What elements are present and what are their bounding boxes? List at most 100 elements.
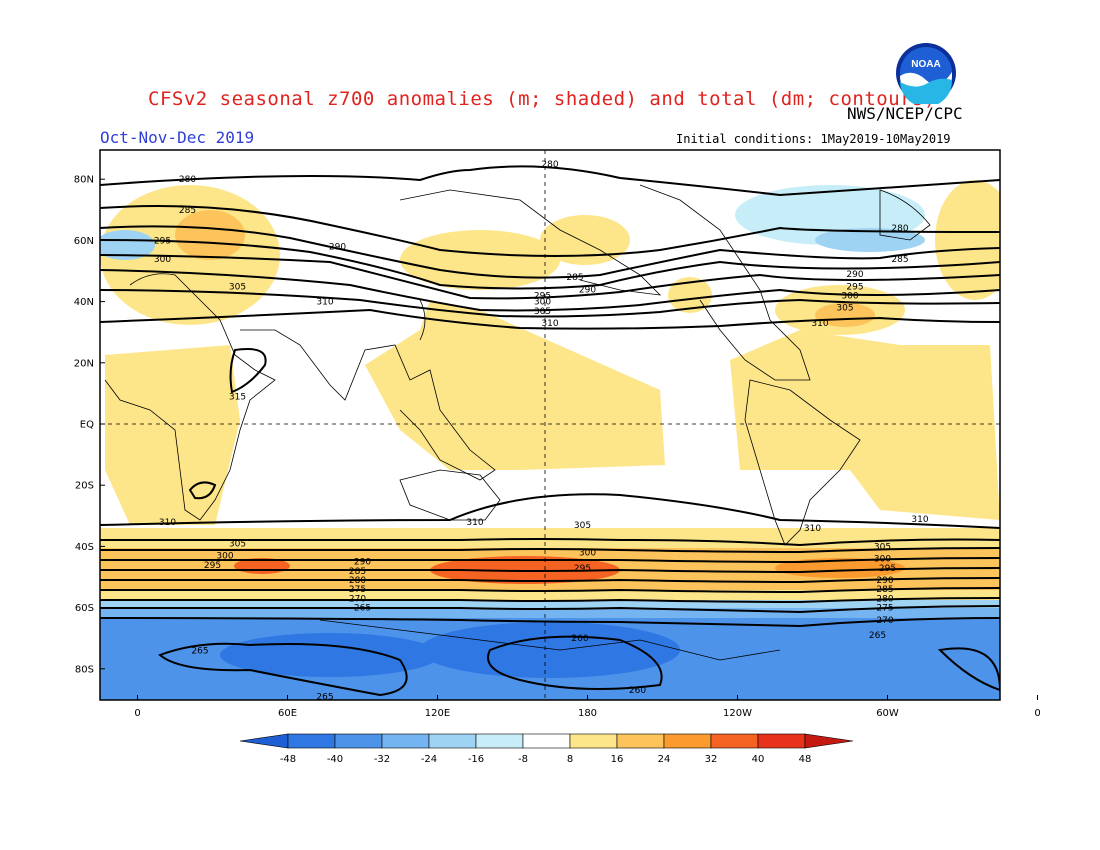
contour-label: 305 — [836, 304, 853, 314]
contour-label: 305 — [229, 282, 246, 292]
contour-label: 295 — [846, 282, 863, 292]
colorbar-tick-label: 48 — [799, 754, 812, 765]
lat-tick-label: 60N — [74, 236, 94, 247]
lat-tick-label: 40S — [75, 542, 94, 553]
contour-label: 300 — [534, 298, 551, 308]
season-label: Oct-Nov-Dec 2019 — [100, 128, 255, 147]
contour-label: 295 — [574, 564, 591, 574]
colorbar-swatch — [381, 733, 430, 749]
colorbar-swatch — [663, 733, 712, 749]
contour-label: 280 — [179, 175, 196, 185]
contour-label: 310 — [811, 319, 828, 329]
contour-label: 310 — [159, 518, 176, 528]
contour-label: 305 — [534, 307, 551, 317]
contour-label: 310 — [316, 298, 333, 308]
contour-label: 310 — [911, 515, 928, 525]
lon-tick-label: 60E — [278, 708, 297, 719]
noaa-logo: NOAA — [896, 43, 956, 104]
contour-label: 300 — [874, 555, 891, 565]
contour-label: 280 — [891, 224, 908, 234]
coastlines — [104, 184, 931, 661]
contour-label: 260 — [629, 686, 646, 696]
colorbar-low-arrow — [239, 733, 289, 749]
contour-label: 295 — [879, 564, 896, 574]
colorbar-tick-label: 16 — [611, 754, 624, 765]
lon-axis: 0 60E 120E 180 120W 60W 0 — [134, 695, 1041, 719]
contour-label: 290 — [579, 285, 596, 295]
colorbar-tick-label: -24 — [421, 754, 437, 765]
colorbar-swatch — [710, 733, 759, 749]
colorbar-tick-label: -40 — [327, 754, 343, 765]
contour-label: 300 — [841, 291, 858, 301]
contour-label: 285 — [179, 206, 196, 216]
contour-label: 310 — [466, 518, 483, 528]
colorbar-swatch — [757, 733, 806, 749]
lat-tick-label: 20N — [74, 358, 94, 369]
contour-label: 290 — [876, 576, 893, 586]
contour-label: 275 — [349, 585, 366, 595]
contour-label: 290 — [846, 270, 863, 280]
colorbar-tick-label: -8 — [518, 754, 528, 765]
contour-label: 285 — [349, 567, 366, 577]
colorbar: -48 -40 -32 -24 -16 -8 8 16 24 32 40 48 — [239, 733, 854, 765]
contour-label: 305 — [874, 542, 891, 552]
contour-label: 305 — [229, 539, 246, 549]
contour-label: 290 — [354, 558, 371, 568]
lat-tick-label: 80S — [75, 664, 94, 675]
contour-label: 295 — [154, 236, 171, 246]
contour-label: 280 — [541, 160, 558, 170]
contour-label: 270 — [349, 594, 366, 604]
contour-label: 280 — [876, 594, 893, 604]
colorbar-tick-label: -16 — [468, 754, 484, 765]
colorbar-tick-label: -48 — [280, 754, 296, 765]
colorbar-tick-label: -32 — [374, 754, 390, 765]
contour-labels: 2802852953003053102902802852902953003053… — [154, 160, 929, 702]
lat-tick-label: 20S — [75, 481, 94, 492]
colorbar-swatch — [616, 733, 665, 749]
lat-tick-label: 60S — [75, 603, 94, 614]
contour-label: 265 — [191, 646, 208, 656]
contour-label: 265 — [869, 631, 886, 641]
contour-label: 265 — [354, 604, 371, 614]
contour-label: 280 — [349, 576, 366, 586]
lon-tick-label: 120E — [425, 708, 450, 719]
lon-tick-label: 180 — [578, 708, 597, 719]
contour-label: 290 — [329, 243, 346, 253]
colorbar-swatch — [475, 733, 524, 749]
contour-label: 285 — [876, 585, 893, 595]
map-frame — [99, 149, 1001, 701]
initial-conditions-label: Initial conditions: 1May2019-10May2019 — [676, 132, 951, 146]
contour-label: 285 — [566, 273, 583, 283]
contour-label: 315 — [229, 392, 246, 402]
colorbar-swatch — [334, 733, 383, 749]
contour-label: 295 — [534, 291, 551, 301]
contour-label: 275 — [876, 604, 893, 614]
colorbar-swatch — [287, 733, 336, 749]
colorbar-tick-label: 8 — [567, 754, 573, 765]
lat-tick-label: 80N — [74, 175, 94, 186]
lon-tick-label: 0 — [1034, 708, 1040, 719]
contour-label: 265 — [316, 692, 333, 702]
colorbar-swatch — [569, 733, 618, 749]
lon-tick-label: 0 — [134, 708, 140, 719]
colorbar-tick-label: 24 — [658, 754, 671, 765]
colorbar-swatch — [522, 733, 571, 749]
colorbar-tick-label: 40 — [752, 754, 765, 765]
height-contours — [100, 165, 1000, 697]
lon-tick-label: 120W — [723, 708, 752, 719]
contour-label: 300 — [216, 552, 233, 562]
lat-tick-label: EQ — [80, 420, 94, 431]
lat-tick-label: 40N — [74, 297, 94, 308]
contour-label: 285 — [891, 255, 908, 265]
colorbar-high-arrow — [804, 733, 854, 749]
contour-label: 300 — [579, 549, 596, 559]
agency-label: NWS/NCEP/CPC — [847, 104, 963, 123]
contour-label: 305 — [574, 521, 591, 531]
contour-label: 310 — [804, 524, 821, 534]
noaa-logo-text: NOAA — [911, 59, 940, 70]
lat-axis: 80N 60N 40N 20N EQ 20S 40S 60S 80S — [74, 175, 105, 675]
lon-tick-label: 60W — [876, 708, 899, 719]
colorbar-swatch — [428, 733, 477, 749]
colorbar-tick-label: 32 — [705, 754, 718, 765]
contour-label: 310 — [541, 319, 558, 329]
